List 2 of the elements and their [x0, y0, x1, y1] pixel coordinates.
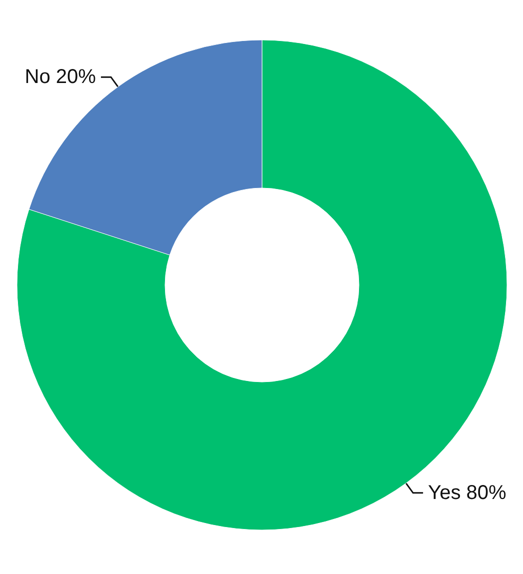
slice-label: No 20% [24, 66, 96, 88]
slice-label: Yes 80% [428, 482, 506, 504]
